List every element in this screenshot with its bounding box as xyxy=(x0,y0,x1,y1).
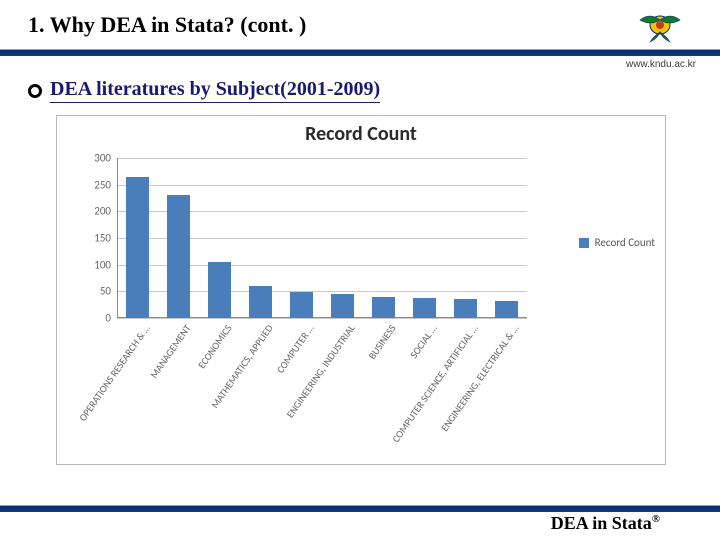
bar xyxy=(167,195,190,318)
slide-title: 1. Why DEA in Stata? (cont. ) xyxy=(28,12,720,38)
chart-card: Record Count 050100150200250300 OPERATIO… xyxy=(56,115,666,465)
legend-swatch-icon xyxy=(579,238,589,248)
bar xyxy=(372,297,395,318)
footer-reg: ® xyxy=(652,513,660,525)
org-logo-icon xyxy=(636,6,684,44)
bar xyxy=(208,262,231,318)
subtitle-text: DEA literatures by Subject(2001-2009) xyxy=(50,78,380,103)
gridline xyxy=(117,185,527,186)
subtitle-row: DEA literatures by Subject(2001-2009) xyxy=(0,56,720,103)
bar xyxy=(331,294,354,318)
slide-header: 1. Why DEA in Stata? (cont. ) www.kndu.a… xyxy=(0,0,720,56)
chart-legend: Record Count xyxy=(579,236,655,249)
bar xyxy=(413,298,436,318)
header-url: www.kndu.ac.kr xyxy=(626,59,696,70)
gridline xyxy=(117,318,527,319)
chart-x-labels: OPERATIONS RESEARCH & …MANAGEMENTECONOMI… xyxy=(117,322,527,452)
bar xyxy=(126,177,149,318)
footer-text: DEA in Stata® xyxy=(551,513,660,534)
bar xyxy=(454,299,477,318)
y-tick-label: 150 xyxy=(83,232,117,245)
header-rule xyxy=(0,50,720,56)
y-tick-label: 200 xyxy=(83,205,117,218)
bar xyxy=(495,301,518,318)
y-tick-label: 100 xyxy=(83,258,117,271)
y-axis xyxy=(117,158,118,318)
y-tick-label: 250 xyxy=(83,178,117,191)
chart-title: Record Count xyxy=(57,116,665,146)
bullet-ring-icon xyxy=(28,84,42,98)
bar xyxy=(249,286,272,318)
slide: 1. Why DEA in Stata? (cont. ) www.kndu.a… xyxy=(0,0,720,540)
gridline xyxy=(117,158,527,159)
y-tick-label: 300 xyxy=(83,152,117,165)
y-tick-label: 50 xyxy=(83,285,117,298)
footer-main: DEA in Stata xyxy=(551,513,652,533)
footer-rule xyxy=(0,506,720,512)
y-tick-label: 0 xyxy=(83,312,117,325)
chart-plot-area: 050100150200250300 xyxy=(117,158,527,318)
legend-label: Record Count xyxy=(595,236,655,249)
bar xyxy=(290,292,313,318)
